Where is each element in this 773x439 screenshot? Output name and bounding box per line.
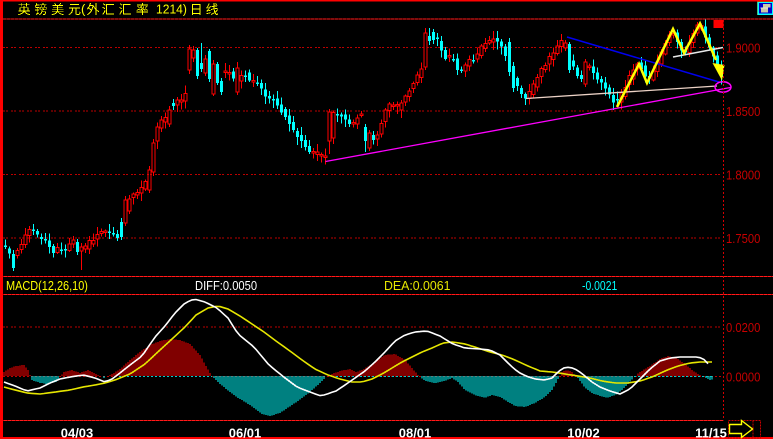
svg-text:1214): 1214) bbox=[156, 2, 187, 16]
svg-text:0.0200: 0.0200 bbox=[726, 320, 761, 335]
svg-text:(: ( bbox=[81, 2, 86, 17]
svg-text:11/15: 11/15 bbox=[695, 426, 727, 439]
svg-text:08/01: 08/01 bbox=[399, 426, 432, 439]
svg-text:1.8000: 1.8000 bbox=[726, 168, 761, 183]
svg-text:1.9000: 1.9000 bbox=[726, 41, 761, 56]
svg-text:0.0000: 0.0000 bbox=[726, 370, 761, 385]
svg-text:1.7500: 1.7500 bbox=[726, 231, 761, 246]
svg-text:DEA:0.0061: DEA:0.0061 bbox=[384, 279, 450, 293]
svg-text:06/01: 06/01 bbox=[229, 426, 262, 439]
svg-text:04/03: 04/03 bbox=[61, 426, 94, 439]
svg-text:DIFF:0.0050: DIFF:0.0050 bbox=[195, 278, 257, 293]
svg-text:10/02: 10/02 bbox=[567, 426, 600, 439]
svg-text:MACD(12,26,10): MACD(12,26,10) bbox=[6, 278, 88, 293]
svg-text:1.8500: 1.8500 bbox=[726, 104, 761, 119]
svg-text:-0.0021: -0.0021 bbox=[582, 279, 617, 293]
